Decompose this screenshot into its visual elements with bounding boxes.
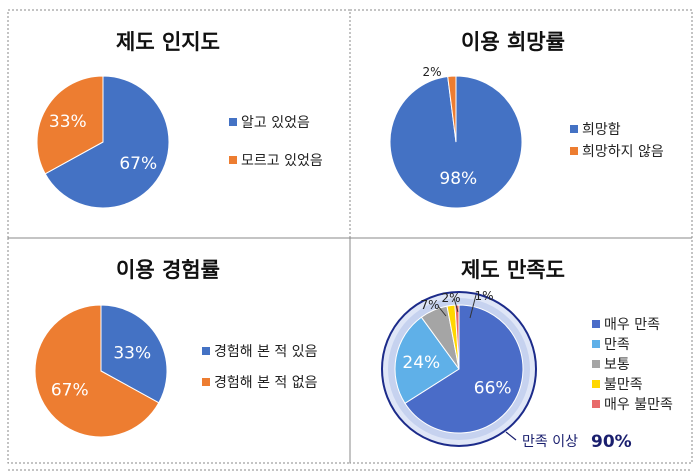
slice-label-3-3: 2% <box>441 291 460 305</box>
chart-title-experience: 이용 경험률 <box>116 258 220 282</box>
callout-leader-2pct <box>453 297 459 313</box>
pie-slice-2-0 <box>100 304 168 404</box>
callout-summary-text: 만족 이상 <box>522 434 578 450</box>
legend-label-2-0: 경험해 본 적 있음 <box>214 344 318 360</box>
legend-label-0-1: 모르고 있었음 <box>241 153 323 169</box>
legend-swatch-3-0 <box>592 320 600 328</box>
callout-leader-7pct <box>437 305 447 317</box>
slice-label-3-4: 1% <box>474 289 493 303</box>
legend-swatch-2-0 <box>202 347 210 355</box>
legend-swatch-3-2 <box>592 360 600 368</box>
panel-satisfaction-border <box>349 237 693 464</box>
pie-hope: 98% 2% <box>389 65 523 209</box>
pie-slice-1-1 <box>447 75 457 143</box>
pie-slice-0-1 <box>36 75 104 175</box>
panel-experience-border <box>7 237 351 464</box>
legend-label-3-0: 매우 만족 <box>604 317 660 333</box>
slice-label-3-1: 24% <box>402 353 440 373</box>
pie-slice-3-4 <box>454 304 460 370</box>
callout-leader-1pct <box>469 294 477 319</box>
legend-label-3-2: 보통 <box>604 357 630 373</box>
panel-hope-border <box>349 9 693 239</box>
slice-label-1-0: 98% <box>439 169 477 189</box>
legend-swatch-1-0 <box>570 125 578 133</box>
pie-slice-3-1 <box>394 316 460 404</box>
chart-title-satisfaction: 제도 만족도 <box>461 258 565 282</box>
pie-slice-3-0 <box>404 304 524 434</box>
legend-label-0-0: 알고 있었음 <box>241 115 310 131</box>
pie-satisfaction: 66% 24% 7% 2% 1% <box>394 289 524 434</box>
slice-label-3-2: 7% <box>420 298 439 312</box>
slice-label-2-0: 33% <box>113 344 151 364</box>
legend-label-3-4: 매우 불만족 <box>604 397 673 413</box>
chart-title-awareness: 제도 인지도 <box>116 30 220 54</box>
pie-slice-0-0 <box>44 75 170 209</box>
legend-swatch-3-4 <box>592 400 600 408</box>
legend-label-3-1: 만족 <box>604 337 630 353</box>
legend-swatch-3-1 <box>592 340 600 348</box>
pie-slice-2-1 <box>34 304 160 438</box>
pie-experience: 33% 67% <box>34 304 168 438</box>
callout-leader-summary <box>505 431 517 441</box>
legend-label-1-1: 희망하지 않음 <box>582 144 664 160</box>
pie-awareness: 67% 33% <box>36 75 170 209</box>
legend-swatch-1-1 <box>570 147 578 155</box>
chart-title-hope: 이용 희망률 <box>461 30 565 54</box>
legend-swatch-3-3 <box>592 380 600 388</box>
callout-summary-value: 90% <box>591 432 632 452</box>
slice-label-0-1: 33% <box>49 112 87 132</box>
legend-label-3-3: 불만족 <box>604 377 643 393</box>
legend-swatch-0-0 <box>229 118 237 126</box>
slice-label-3-0: 66% <box>474 378 512 398</box>
slice-label-2-1: 67% <box>51 380 89 400</box>
legend-swatch-2-1 <box>202 378 210 386</box>
legend-swatch-0-1 <box>229 156 237 164</box>
legend-label-1-0: 희망함 <box>582 122 621 138</box>
slice-label-1-1: 2% <box>422 65 441 79</box>
legend-label-2-1: 경험해 본 적 없음 <box>214 375 318 391</box>
slice-label-0-0: 67% <box>119 154 157 174</box>
